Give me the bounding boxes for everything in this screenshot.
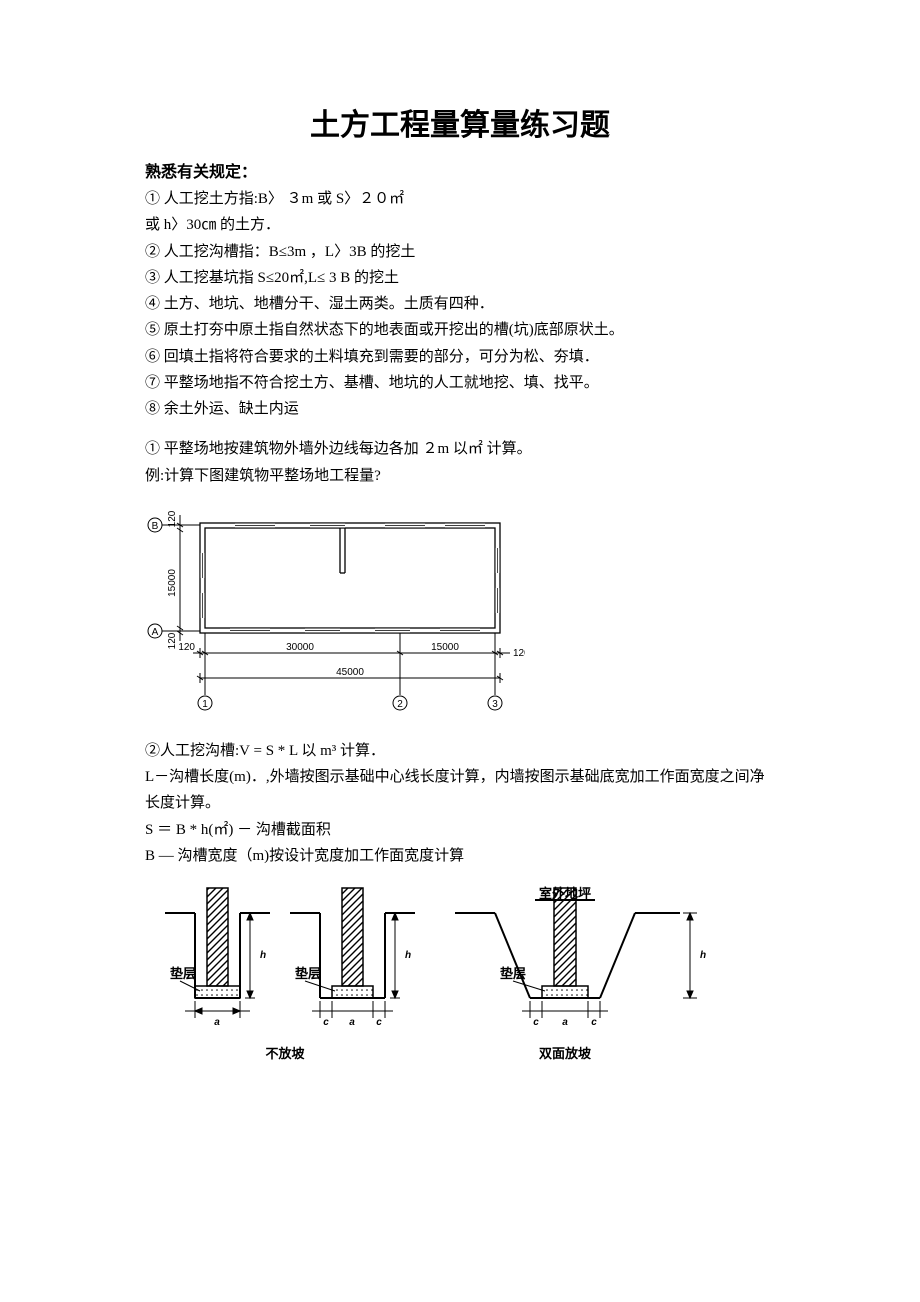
rule-5: ⑤ 原土打夯中原土指自然状态下的地表面或开挖出的槽(坑)底部原状土。 [145,317,775,343]
trench3-dianceng: 垫层 [500,966,526,981]
plan-axis-A: A [152,627,159,638]
plan-dim-120b: 120 [167,632,178,649]
rule-1b: 或 h〉30㎝ 的土方． [145,212,775,238]
example-1-text: ① 平整场地按建筑物外墙外边线每边各加 ２m 以㎡ 计算。 [145,436,775,462]
trench1-dianceng: 垫层 [170,966,196,981]
formula-1: ②人工挖沟槽:V = S * L 以 m³ 计算． [145,738,775,764]
rule-3: ③ 人工挖基坑指 S≤20㎡,L≤ 3 B 的挖土 [145,265,775,291]
example-1-prompt: 例:计算下图建筑物平整场地工程量? [145,463,775,489]
plan-axis-1: 1 [202,699,208,710]
trench3-a: a [562,1017,568,1028]
trench2-a: a [349,1017,355,1028]
formula-3: S ＝ B * h(㎡) － 沟槽截面积 [145,817,775,843]
trench3-c1: c [533,1017,539,1028]
rule-6: ⑥ 回填土指将符合要求的土料填充到需要的部分，可分为松、夯填． [145,344,775,370]
trench2-h: h [405,950,411,961]
caption-nogradient: 不放坡 [265,1046,305,1061]
trench2-c1: c [323,1017,329,1028]
plan-axis-B: B [152,521,159,532]
floor-plan-diagram: B A 120 15000 120 [145,503,525,738]
plan-dim-30000: 30000 [286,642,314,653]
plan-dim-120d: 120 [513,648,525,659]
rule-1: ① 人工挖土方指:B〉 ３m 或 S〉２０㎡ [145,186,775,212]
formula-4: B — 沟槽宽度（m)按设计宽度加工作面宽度计算 [145,843,775,869]
plan-dim-120c: 120 [178,642,195,653]
plan-axis-2: 2 [397,699,403,710]
plan-dim-120a: 120 [167,510,178,527]
plan-dim-45000: 45000 [336,667,364,678]
page-title: 土方工程量算量练习题 [145,100,775,144]
trench3-h: h [700,950,706,961]
section-subtitle: 熟悉有关规定： [145,158,775,182]
rule-4: ④ 土方、地坑、地槽分干、湿土两类。土质有四种． [145,291,775,317]
trench2-c2: c [376,1017,382,1028]
rule-2: ② 人工挖沟槽指：B≤3m ，L〉3B 的挖土 [145,239,775,265]
trench3-c2: c [591,1017,597,1028]
trench2-dianceng: 垫层 [295,966,321,981]
plan-dim-15000h: 15000 [431,642,459,653]
formula-2: L－沟槽长度(m)．,外墙按图示基础中心线长度计算，内墙按图示基础底宽加工作面宽… [145,764,775,817]
trench1-h: h [260,950,266,961]
document-page: 土方工程量算量练习题 熟悉有关规定： ① 人工挖土方指:B〉 ３m 或 S〉２０… [0,0,920,1143]
trench1-a: a [214,1017,220,1028]
rule-7: ⑦ 平整场地指不符合挖土方、基槽、地坑的人工就地挖、填、找平。 [145,370,775,396]
rule-8: ⑧ 余土外运、缺土内运 [145,396,775,422]
plan-axis-3: 3 [492,699,498,710]
plan-dim-15000v: 15000 [167,568,178,596]
caption-doublegradient: 双面放坡 [539,1046,592,1061]
trench-diagram: h a 垫层 [155,883,765,1083]
